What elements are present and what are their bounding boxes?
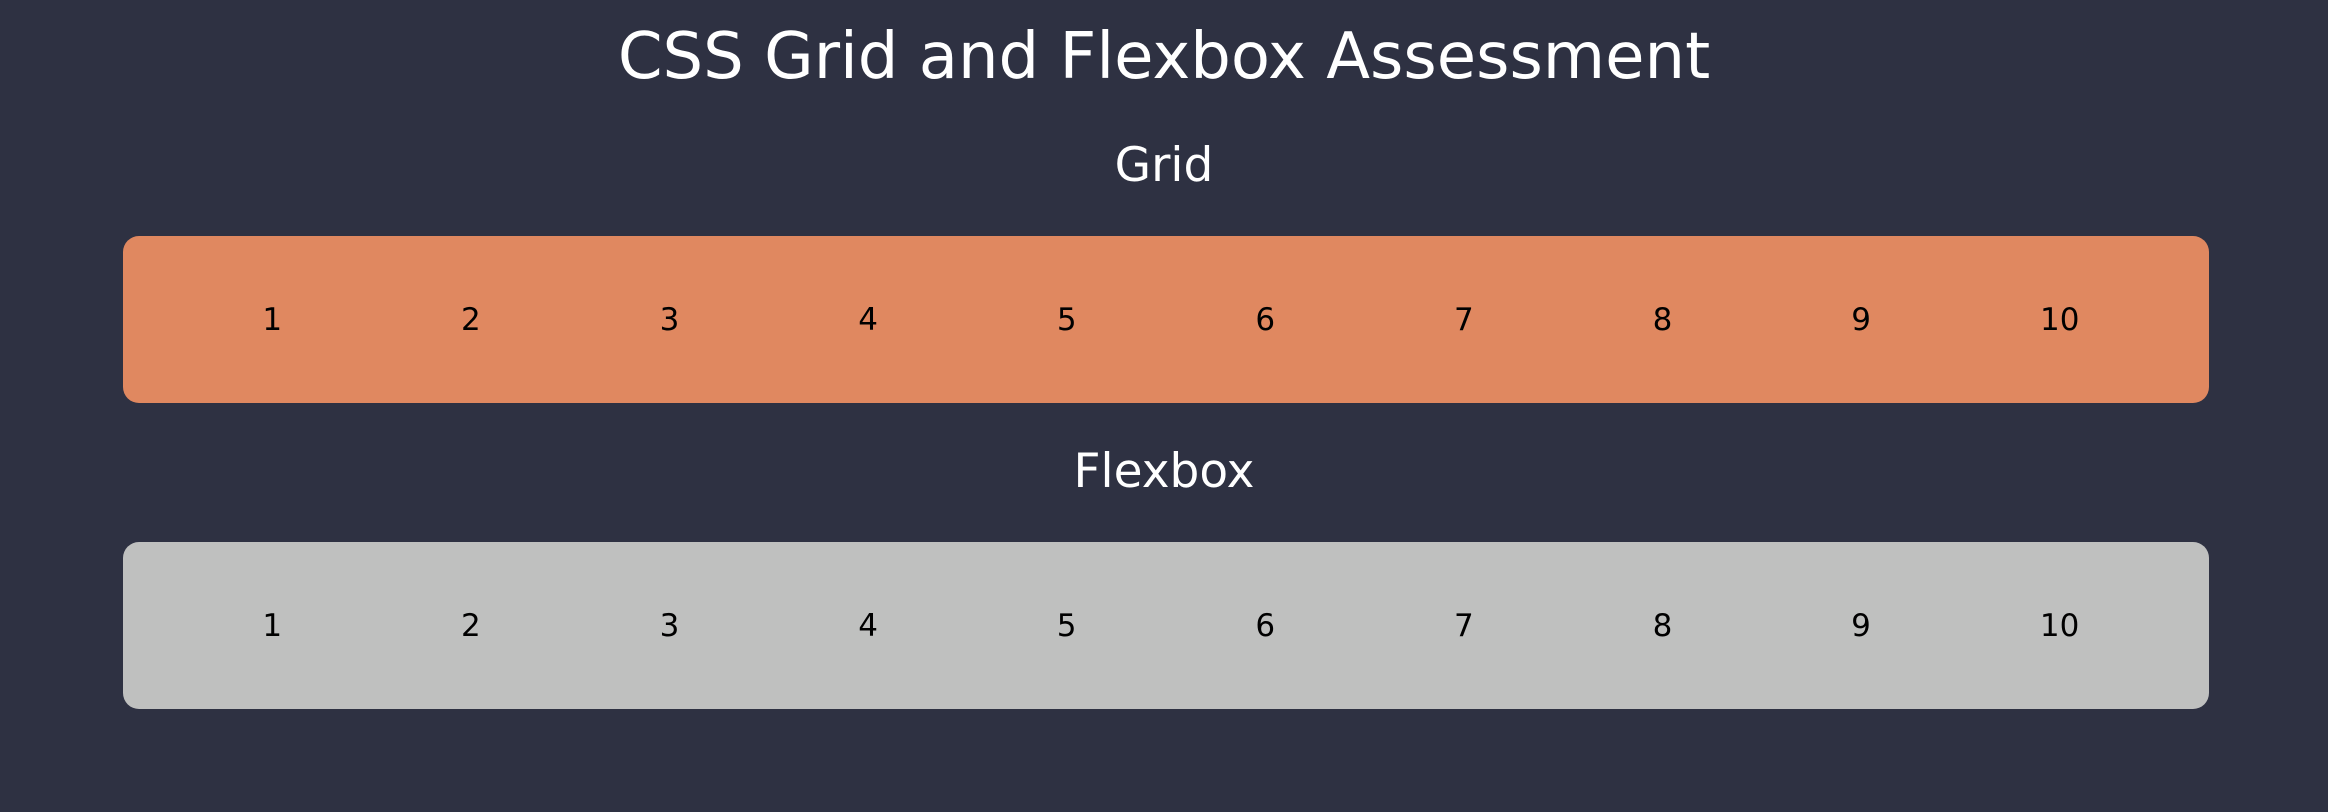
grid-item-3: 3	[659, 301, 680, 338]
flexbox-item-6: 6	[1255, 607, 1276, 644]
grid-item-5: 5	[1056, 301, 1077, 338]
grid-item-7: 7	[1454, 301, 1474, 338]
flexbox-item-8: 8	[1652, 607, 1673, 644]
flexbox-item-10: 10	[2039, 607, 2080, 644]
flexbox-container: 1 2 3 4 5 6 7 8 9 10	[123, 542, 2209, 709]
grid-item-2: 2	[461, 301, 481, 338]
flexbox-item-4: 4	[858, 607, 878, 644]
grid-item-10: 10	[2039, 301, 2080, 338]
grid-item-6: 6	[1255, 301, 1276, 338]
grid-container: 1 2 3 4 5 6 7 8 9 10	[123, 236, 2209, 403]
flexbox-item-9: 9	[1851, 607, 1871, 644]
grid-item-4: 4	[858, 301, 878, 338]
grid-item-9: 9	[1851, 301, 1871, 338]
flexbox-item-1: 1	[262, 607, 283, 644]
flexbox-item-3: 3	[659, 607, 680, 644]
grid-heading: Grid	[1114, 138, 1214, 193]
flexbox-item-2: 2	[461, 607, 481, 644]
grid-item-8: 8	[1652, 301, 1673, 338]
flexbox-item-7: 7	[1453, 607, 1474, 644]
flexbox-heading: Flexbox	[1073, 444, 1255, 499]
flexbox-item-5: 5	[1056, 607, 1077, 644]
grid-item-1: 1	[262, 301, 283, 338]
page-title: CSS Grid and Flexbox Assessment	[617, 20, 1711, 94]
